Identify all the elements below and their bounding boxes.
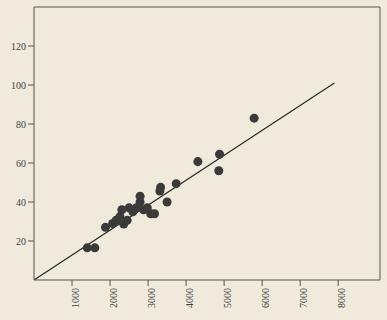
svg-text:2000: 2000 <box>108 288 119 308</box>
svg-text:40: 40 <box>16 197 26 208</box>
svg-text:4000: 4000 <box>184 288 195 308</box>
svg-text:20: 20 <box>16 236 26 247</box>
svg-text:60: 60 <box>16 158 26 169</box>
svg-text:7000: 7000 <box>298 288 309 308</box>
svg-text:80: 80 <box>16 119 26 130</box>
svg-text:3000: 3000 <box>146 288 157 308</box>
svg-text:6000: 6000 <box>260 288 271 308</box>
svg-text:120: 120 <box>11 41 26 52</box>
svg-text:100: 100 <box>11 80 26 91</box>
svg-text:8000: 8000 <box>336 288 347 308</box>
svg-text:1000: 1000 <box>70 288 81 308</box>
svg-text:5000: 5000 <box>222 288 233 308</box>
